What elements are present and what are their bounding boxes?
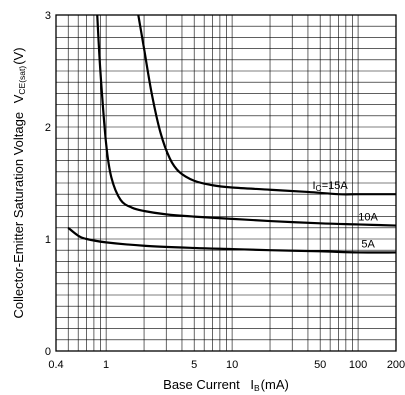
x-tick-label: 10 [226,359,238,371]
y-axis-title-sub: CE(sat) [17,66,27,95]
x-tick-label: 50 [314,359,326,371]
y-tick-label: 1 [45,234,51,246]
x-tick-label: 0.4 [48,359,63,371]
x-axis-title-sub: B [254,383,260,393]
plot-frame [55,14,397,352]
x-axis-title-symbol: I [250,377,254,392]
y-axis-title-symbol: V [11,94,26,103]
curve-ic-5a [67,226,397,254]
x-axis-title-unit: (mA) [261,377,289,392]
curve-label-ic-15a: IC=15A [312,180,348,193]
x-axis-title: Base Current IB(mA) [163,377,289,393]
x-axis-title-prefix: Base Current [163,377,240,392]
x-tick-label: 200 [387,359,405,371]
x-axis-ticks: 0.4 1 5 10 50 100 200 [48,359,405,371]
x-tick-label: 5 [191,359,197,371]
y-axis-ticks: 0 1 2 3 [45,10,51,358]
curves [67,14,397,254]
x-tick-label: 1 [103,359,109,371]
y-tick-label: 3 [45,10,51,22]
curve-labels: IC=15A 10A 5A [312,180,378,250]
y-axis-title: Collector-Emitter Saturation Voltage VCE… [11,47,27,318]
y-axis-title-unit: (V) [11,47,26,64]
curve-label-10a: 10A [358,212,378,224]
y-axis-title-prefix: Collector-Emitter Saturation Voltage [11,112,26,319]
curve-ic-15a [137,14,396,196]
y-tick-label: 0 [45,346,51,358]
y-tick-label: 2 [45,122,51,134]
curve-label-5a: 5A [361,238,375,250]
curve-ic-10a [96,14,397,227]
x-tick-label: 100 [349,359,367,371]
